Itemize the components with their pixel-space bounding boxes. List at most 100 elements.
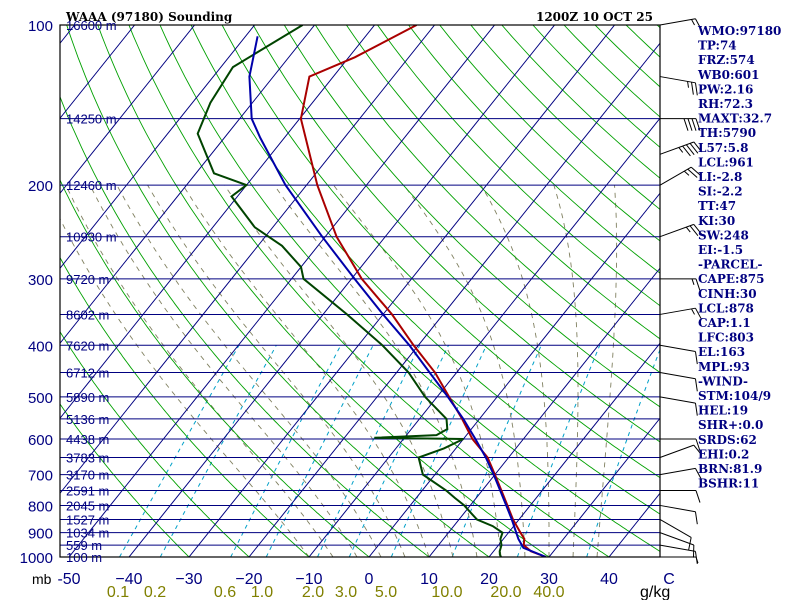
- wind-barb: [659, 396, 698, 416]
- height-label: 14250 m: [66, 112, 117, 127]
- wind-barb-staff: [659, 519, 692, 538]
- stability-index: SRDS:62: [698, 433, 757, 447]
- mixing-ratio-label: 0.6: [214, 584, 236, 600]
- temperature-tick-label: 20: [480, 571, 498, 588]
- mixing-ratio-label: 20.0: [490, 584, 521, 600]
- stability-index: RH:72.3: [698, 97, 753, 111]
- wind-barb-half-feather: [691, 19, 695, 26]
- pressure-unit-label: mb: [32, 571, 52, 587]
- temperature-tick-label: −10: [295, 571, 322, 588]
- wind-barb-feather: [694, 351, 698, 365]
- wind-barb: [659, 467, 702, 480]
- wind-barb-feather: [695, 438, 701, 452]
- wind-barb-staff: [659, 372, 696, 380]
- isotherm-line: [248, 42, 660, 557]
- wind-barb-feather: [689, 225, 699, 236]
- wind-barb: [659, 544, 698, 564]
- isotherm-line: [368, 192, 660, 557]
- isotherm-line: [60, 25, 375, 420]
- height-label: 5136 m: [66, 412, 109, 427]
- stability-index: LCL:961: [698, 155, 754, 169]
- stability-index: KI:30: [698, 214, 735, 228]
- wind-barb-feather: [691, 118, 697, 131]
- wind-barb-feather: [693, 444, 703, 456]
- isotherm-line: [428, 267, 660, 557]
- wind-barb-feather: [690, 166, 701, 176]
- wind-barb-feather: [695, 118, 701, 131]
- wind-barb: [660, 556, 699, 564]
- height-label: 100 m: [66, 550, 102, 565]
- wind-barb: [660, 438, 701, 452]
- wind-barb-half-feather: [691, 308, 695, 315]
- height-label: 1034 m: [66, 526, 109, 541]
- wind-barb: [659, 76, 698, 96]
- mixing-ratio-label: 0.2: [144, 584, 166, 600]
- wind-barb-half-feather: [687, 81, 689, 88]
- wind-barb-staff: [659, 141, 694, 155]
- plot-frame: [59, 24, 661, 558]
- temperature-tick-label: 30: [540, 571, 558, 588]
- height-label: 8602 m: [66, 307, 109, 322]
- mixing-ratio-line: [159, 345, 277, 557]
- temperature-tick-labels: -50 −40 −30 −20 −10 0 10 20 30 40 C: [57, 571, 674, 588]
- wind-barb-staff: [659, 396, 696, 404]
- mixing-ratio-label: 0.1: [107, 584, 129, 600]
- wind-barb-feather: [693, 224, 703, 235]
- wind-barb-half-feather: [685, 226, 691, 233]
- height-labels: 16600 m 14250 m 12460 m 10930 m 9720 m 8602 m…: [66, 18, 117, 565]
- dry-adiabat-line: [128, 25, 610, 557]
- stability-index: EHI:0.2: [698, 447, 749, 461]
- moist-adiabat-line: [89, 184, 358, 557]
- height-label: 6712 m: [66, 366, 109, 381]
- stability-index: CAP:1.1: [698, 316, 751, 330]
- wind-barb-feather: [689, 143, 699, 154]
- moist-adiabat-line: [224, 184, 454, 557]
- height-label: 559 m: [66, 538, 102, 553]
- wind-barb-feather: [695, 307, 702, 320]
- wind-barb: [659, 166, 701, 186]
- isotherm-line: [60, 25, 195, 195]
- pressure-tick-labels: 100 200 300 400 500 600 700 800 900 1000: [20, 18, 53, 567]
- stability-index: PW:2.16: [698, 82, 753, 96]
- stability-index: TT:47: [698, 199, 736, 213]
- wind-barb-staff: [659, 467, 696, 476]
- stability-index: CAPE:875: [698, 272, 765, 286]
- moist-adiabat-line: [596, 185, 618, 557]
- stability-index: MPL:93: [698, 360, 750, 374]
- wind-barb-feather: [694, 403, 698, 416]
- moist-adiabat-line: [333, 184, 502, 557]
- height-label: 5890 m: [66, 390, 109, 405]
- stability-index: LI:-2.8: [698, 170, 742, 184]
- pressure-tick-label: 1000: [20, 550, 53, 567]
- plot-border: [59, 24, 661, 558]
- mixing-ratio-line: [586, 348, 660, 557]
- mixing-ratio-line: [516, 345, 601, 557]
- wind-barb-feather: [693, 141, 703, 153]
- wind-barb-feather: [695, 490, 701, 503]
- stability-index: HEL:19: [698, 404, 748, 418]
- moist-adiabat-line: [553, 184, 579, 557]
- moist-adiabat-line: [147, 184, 406, 557]
- isotherms: [60, 25, 660, 557]
- wind-barb: [659, 18, 702, 31]
- stability-index: -WIND-: [698, 374, 748, 388]
- wind-barb-staff: [659, 76, 696, 84]
- temperature-tick-label: −30: [175, 571, 202, 588]
- stability-index: BSHR:11: [698, 477, 759, 491]
- wind-barb: [659, 372, 698, 392]
- isotherm-line: [60, 25, 435, 495]
- valid-time: 1200Z 10 OCT 25: [536, 10, 653, 24]
- height-label: 10930 m: [66, 230, 117, 245]
- dry-adiabat-line: [60, 179, 370, 557]
- pressure-tick-label: 800: [28, 498, 53, 515]
- wind-barb-feather: [691, 82, 694, 95]
- wind-barb-feather: [694, 511, 698, 525]
- wind-barb-feather: [695, 18, 702, 31]
- wind-barb-staff: [659, 504, 696, 513]
- mixing-ratio-label: 3.0: [335, 584, 357, 600]
- temperature-tick-label: 40: [600, 571, 618, 588]
- pressure-tick-label: 400: [28, 338, 53, 355]
- stability-index: SW:248: [698, 228, 749, 242]
- temperature-tick-label: C: [663, 571, 675, 588]
- dry-adiabat-line: [532, 25, 660, 148]
